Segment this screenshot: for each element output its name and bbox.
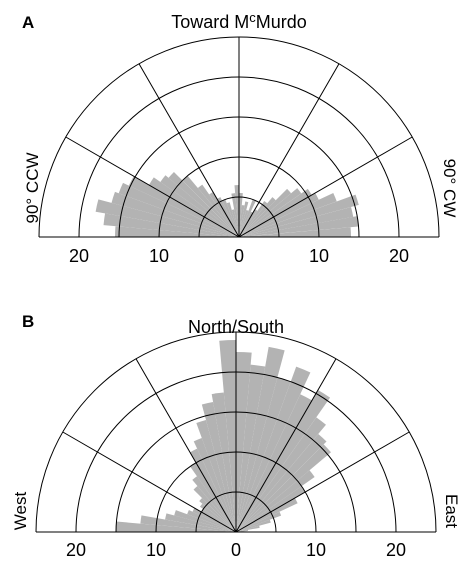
panel-a: A Toward McMurdo 90° CCW 90° CW 20 10 0 10 2…	[22, 10, 459, 266]
bar-a-2	[95, 199, 239, 237]
r-tick-b-2: 0	[231, 540, 241, 560]
spoke-b-30	[235, 358, 337, 533]
bar-b-34	[236, 529, 248, 532]
bar-b-1	[140, 515, 236, 532]
bar-b-7	[199, 503, 236, 532]
bar-b-18	[236, 352, 252, 532]
bar-a-27	[239, 188, 292, 237]
bar-a-32	[239, 194, 359, 237]
panel-b-left-label: West	[11, 492, 30, 531]
spoke-a--30	[138, 63, 240, 238]
polar-grid-a	[38, 36, 440, 238]
bar-a-34	[239, 216, 359, 237]
r-tick-b-0: 20	[66, 540, 86, 560]
bar-b-29	[236, 486, 306, 532]
panel-a-letter: A	[22, 13, 34, 32]
bar-a-5	[128, 176, 239, 237]
bar-b-22	[236, 366, 311, 532]
r-tick-a-1: 10	[149, 246, 169, 266]
bar-a-1	[103, 213, 240, 237]
bar-a-35	[239, 227, 351, 237]
bars-a	[95, 171, 359, 237]
bar-b-14	[196, 419, 236, 532]
bar-b-3	[174, 510, 236, 532]
bar-b-10	[192, 476, 236, 532]
bar-b-21	[236, 377, 291, 532]
bar-a-9	[182, 175, 239, 237]
panel-b-letter: B	[22, 312, 34, 331]
bar-a-21	[239, 209, 249, 237]
bar-b-17	[219, 340, 236, 532]
bar-b-19	[236, 364, 266, 532]
bar-b-2	[165, 513, 236, 532]
bar-b-32	[236, 519, 271, 532]
bar-a-18	[239, 193, 243, 237]
panel-a-right-label: 90° CW	[440, 159, 459, 218]
bar-a-29	[239, 188, 312, 237]
panel-a-title-text: Toward M	[171, 12, 249, 32]
r-tick-a-4: 20	[389, 246, 409, 266]
bar-b-9	[193, 486, 236, 532]
spoke-a-60	[238, 136, 413, 238]
bar-a-25	[239, 200, 268, 237]
spoke-b-60	[235, 431, 410, 533]
bar-b-28	[236, 470, 315, 532]
bar-a-7	[160, 175, 239, 237]
r-tick-labels-b: 20 10 0 10 20	[66, 540, 406, 560]
r-tick-b-3: 10	[306, 540, 326, 560]
panel-b-right-label: East	[442, 494, 461, 528]
bar-b-23	[236, 394, 312, 532]
bar-b-20	[236, 346, 285, 532]
bar-a-19	[239, 205, 245, 237]
bar-b-13	[193, 438, 236, 532]
bar-b-8	[199, 498, 236, 532]
bar-a-4	[118, 182, 239, 237]
panel-b: B North/South West East 20 10 0 10 20	[11, 312, 461, 560]
r-tick-b-1: 10	[146, 540, 166, 560]
spoke-a--60	[65, 136, 240, 238]
bar-a-26	[239, 197, 276, 237]
bar-b-24	[236, 389, 331, 532]
spoke-b--30	[135, 358, 237, 533]
bar-b-15	[201, 402, 236, 532]
bar-a-20	[239, 201, 249, 237]
bar-b-31	[236, 511, 282, 532]
r-tick-labels-a: 20 10 0 10 20	[69, 246, 409, 266]
bar-a-33	[239, 206, 354, 237]
bar-b-26	[236, 433, 327, 532]
polar-grid-b	[35, 331, 437, 533]
bar-a-0	[114, 226, 239, 237]
bar-a-17	[234, 185, 239, 237]
bar-a-24	[239, 209, 258, 237]
bars-b	[116, 340, 331, 532]
panel-a-left-label: 90° CCW	[23, 152, 42, 223]
r-tick-b-4: 20	[386, 540, 406, 560]
bar-a-15	[231, 209, 239, 237]
bar-a-14	[226, 202, 239, 237]
r-tick-a-0: 20	[69, 246, 89, 266]
spoke-b--60	[62, 431, 237, 533]
bar-a-22	[239, 199, 256, 237]
bar-a-10	[197, 184, 239, 237]
bar-a-3	[111, 191, 239, 237]
bar-a-8	[168, 171, 239, 237]
r-tick-a-2: 0	[234, 246, 244, 266]
r-tick-a-3: 10	[309, 246, 329, 266]
bar-b-16	[211, 392, 236, 532]
spoke-a-30	[238, 63, 340, 238]
panel-a-title-superscript: c	[249, 10, 256, 25]
bar-b-27	[236, 444, 331, 532]
bar-a-16	[231, 193, 239, 237]
bar-a-6	[148, 177, 239, 237]
bar-b-11	[190, 462, 236, 532]
bar-b-6	[201, 509, 236, 532]
bar-b-25	[236, 417, 326, 532]
panel-b-title: North/South	[188, 317, 284, 337]
bar-b-33	[236, 525, 260, 532]
bar-a-13	[222, 199, 239, 237]
bar-b-0	[116, 521, 236, 532]
panel-a-title-rest: Murdo	[256, 12, 307, 32]
panel-a-title: Toward McMurdo	[171, 10, 307, 32]
